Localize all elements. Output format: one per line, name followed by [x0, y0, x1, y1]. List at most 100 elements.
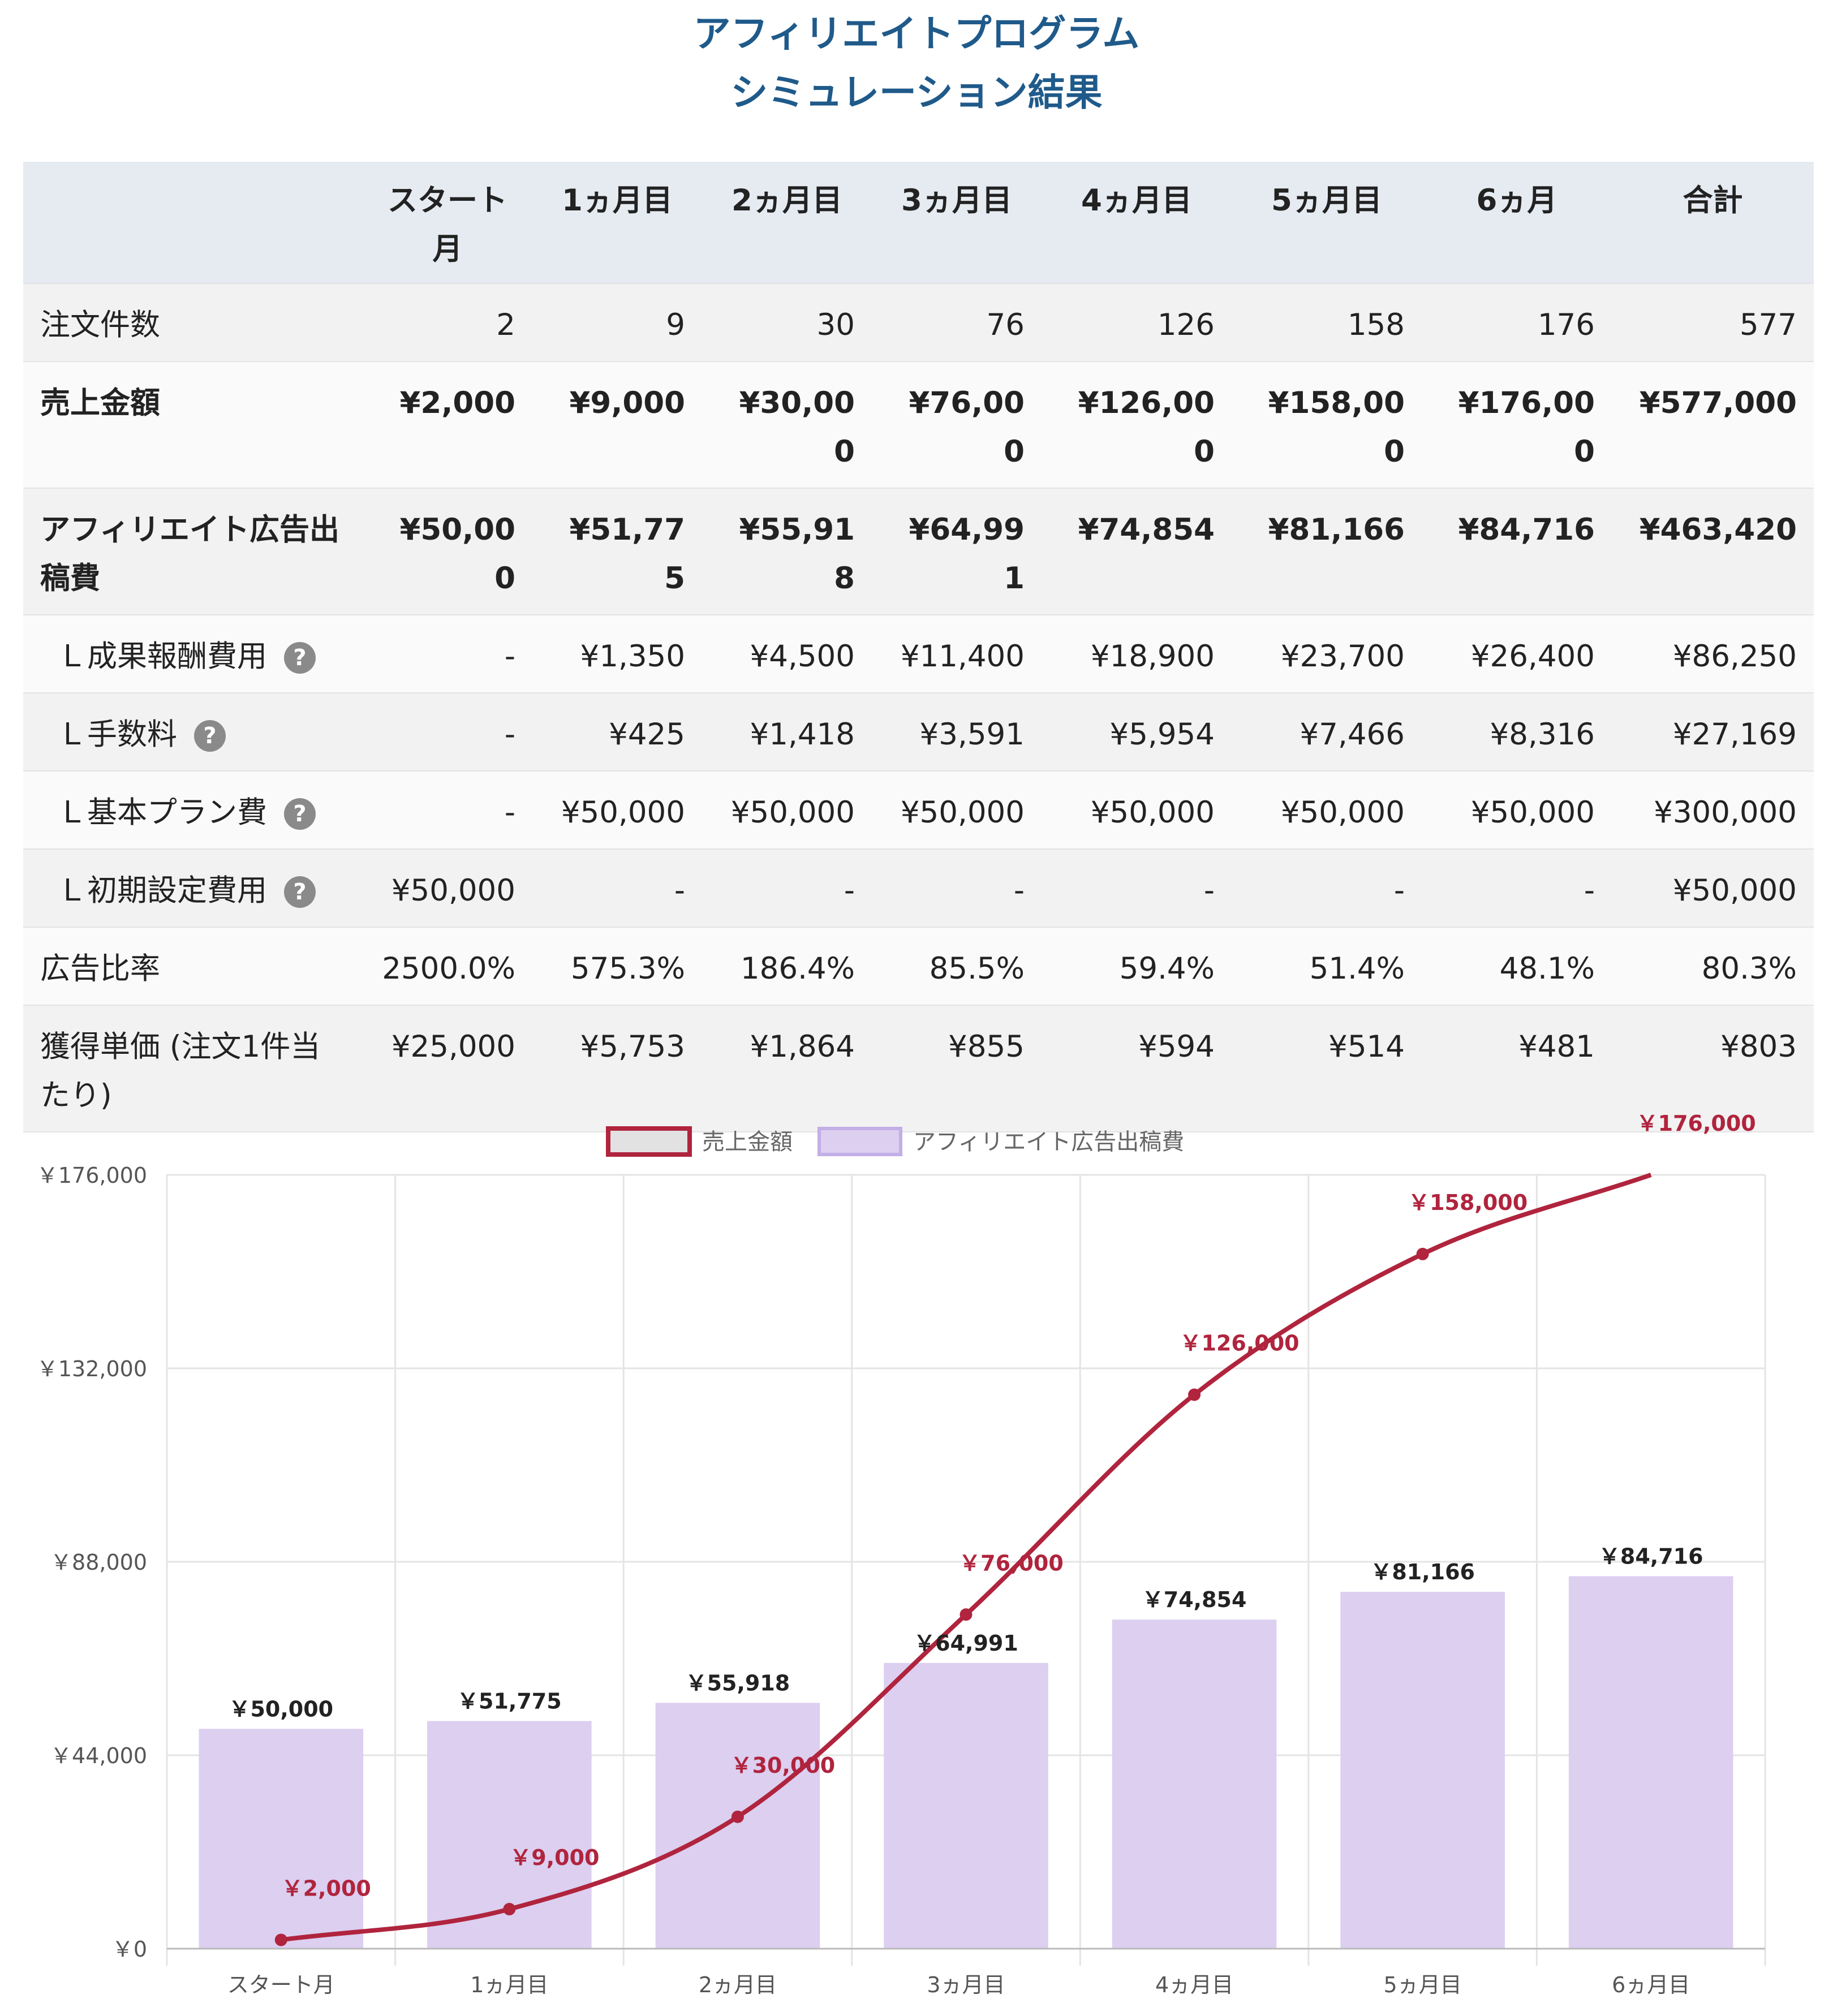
- bar: [1568, 1576, 1733, 1949]
- table-cell: ¥81,166: [1232, 488, 1422, 615]
- table-row: 注文件数 2 9 30 76 126 158 176 577: [23, 283, 1814, 362]
- chart: ￥50,000 ￥51,775 ￥55,918 ￥64,991 ￥74,854 ￥81,1…: [37, 1111, 1766, 1997]
- x-tick-label: 3ヵ月目: [927, 1972, 1005, 1997]
- table-cell: ¥4,500: [702, 615, 872, 693]
- header-cell: 3ヵ月目: [872, 162, 1042, 284]
- table-cell: ¥577,000: [1612, 361, 1814, 489]
- line-value-label: ￥176,000: [1637, 1111, 1756, 1136]
- chart-legend: 売上金額 アフィリエイト広告出稿費: [606, 1126, 1184, 1157]
- bar-value-label: ￥51,775: [457, 1689, 562, 1714]
- table-cell: ¥594: [1042, 1005, 1232, 1132]
- table-cell: ¥50,000: [363, 849, 532, 928]
- bar-value-label: ￥84,716: [1599, 1544, 1703, 1569]
- table-cell: ¥514: [1232, 1005, 1422, 1132]
- row-label: 売上金額: [23, 361, 363, 489]
- table-cell: -: [363, 771, 532, 850]
- help-icon[interactable]: ?: [284, 798, 316, 830]
- results-table: スタート月 1ヵ月目 2ヵ月目 3ヵ月目 4ヵ月目 5ヵ月目 6ヵ月 合計 注文…: [23, 162, 1814, 1132]
- table-cell: ¥855: [872, 1005, 1042, 1132]
- table-cell: ¥76,000: [872, 361, 1042, 489]
- help-icon[interactable]: ?: [194, 720, 226, 752]
- table-cell: -: [1422, 849, 1612, 928]
- table-cell: ¥55,918: [702, 488, 872, 615]
- row-label: Ｌ成果報酬費用?: [23, 615, 363, 693]
- page-title: アフィリエイトプログラム シミュレーション結果: [0, 0, 1833, 122]
- row-label-text: 広告比率: [40, 951, 160, 986]
- header-cell: 5ヵ月目: [1232, 162, 1422, 284]
- x-tick-label: 4ヵ月目: [1155, 1972, 1233, 1997]
- legend-swatch: [817, 1127, 902, 1156]
- header-cell: 6ヵ月: [1422, 162, 1612, 284]
- header-cell: 合計: [1612, 162, 1814, 284]
- table-cell: ¥300,000: [1612, 771, 1814, 850]
- y-tick-label: ￥176,000: [37, 1163, 147, 1188]
- header-cell: [23, 162, 363, 284]
- table-cell: 30: [702, 283, 872, 362]
- header-cell: 4ヵ月目: [1042, 162, 1232, 284]
- legend-label: 売上金額: [702, 1129, 793, 1155]
- table-cell: ¥18,900: [1042, 615, 1232, 693]
- header-cell: 1ヵ月目: [532, 162, 702, 284]
- table-cell: ¥50,000: [1612, 849, 1814, 928]
- legend-swatch: [606, 1126, 692, 1157]
- bar: [1112, 1619, 1277, 1949]
- table-row: Ｌ初期設定費用? ¥50,000- - - - - - ¥50,000: [23, 849, 1814, 928]
- line-series: [274, 1173, 1652, 1946]
- table-cell: 85.5%: [872, 927, 1042, 1006]
- x-tick-label: 2ヵ月目: [699, 1972, 777, 1997]
- table-cell: ¥158,000: [1232, 361, 1422, 489]
- table-cell: ¥1,350: [532, 615, 702, 693]
- table-cell: ¥803: [1612, 1005, 1814, 1132]
- table-cell: -: [872, 849, 1042, 928]
- results-table-container: スタート月 1ヵ月目 2ヵ月目 3ヵ月目 4ヵ月目 5ヵ月目 6ヵ月 合計 注文…: [23, 162, 1814, 1132]
- help-icon[interactable]: ?: [284, 876, 316, 908]
- table-cell: 2: [363, 283, 532, 362]
- table-cell: 158: [1232, 283, 1422, 362]
- table-cell: ¥1,418: [702, 693, 872, 772]
- help-icon[interactable]: ?: [284, 642, 316, 674]
- row-label-text: Ｌ基本プラン費: [57, 795, 267, 830]
- table-cell: ¥51,775: [532, 488, 702, 615]
- table-cell: 575.3%: [532, 927, 702, 1006]
- header-cell: 2ヵ月目: [702, 162, 872, 284]
- y-tick-label: ￥88,000: [50, 1550, 147, 1575]
- line-point: [959, 1608, 973, 1621]
- line-point: [1188, 1388, 1201, 1401]
- table-cell: ¥2,000: [363, 361, 532, 489]
- table-cell: ¥50,000: [1422, 771, 1612, 850]
- table-cell: ¥176,000: [1422, 361, 1612, 489]
- bar: [1340, 1592, 1505, 1949]
- table-cell: ¥26,400: [1422, 615, 1612, 693]
- row-label-text: Ｌ成果報酬費用: [57, 639, 267, 674]
- bar-value-label: ￥55,918: [686, 1670, 790, 1695]
- table-cell: ¥64,991: [872, 488, 1042, 615]
- table-cell: ¥8,316: [1422, 693, 1612, 772]
- table-row: Ｌ基本プラン費? - ¥50,000 ¥50,000 ¥50,000 ¥50,000 ¥50…: [23, 771, 1814, 850]
- row-label-text: Ｌ初期設定費用: [57, 873, 267, 908]
- bar-value-label: ￥50,000: [229, 1696, 333, 1721]
- table-cell: ¥481: [1422, 1005, 1612, 1132]
- row-label: Ｌ基本プラン費?: [23, 771, 363, 850]
- table-cell: ¥126,000: [1042, 361, 1232, 489]
- table-row: 売上金額 ¥2,000 ¥9,000 ¥30,000 ¥76,000 ¥126,000 ¥1…: [23, 361, 1814, 489]
- table-cell: 76: [872, 283, 1042, 362]
- table-cell: 126: [1042, 283, 1232, 362]
- line-value-label: ￥9,000: [510, 1845, 599, 1870]
- line-point: [1416, 1247, 1429, 1260]
- x-tick-label: 5ヵ月目: [1384, 1972, 1462, 1997]
- line-point: [731, 1810, 744, 1823]
- row-label: 広告比率: [23, 927, 363, 1006]
- table-cell: ¥5,753: [532, 1005, 702, 1132]
- x-tick-label: 1ヵ月目: [470, 1972, 548, 1997]
- table-cell: ¥1,864: [702, 1005, 872, 1132]
- table-body: 注文件数 2 9 30 76 126 158 176 577 売上金額 ¥2,000 ¥9,000 ¥3…: [23, 283, 1814, 1132]
- y-tick-label: ￥0: [112, 1937, 147, 1962]
- table-cell: 9: [532, 283, 702, 362]
- bar: [199, 1729, 364, 1949]
- bar: [884, 1662, 1048, 1949]
- x-tick-label: 6ヵ月目: [1612, 1972, 1690, 1997]
- table-cell: ¥74,854: [1042, 488, 1232, 615]
- table-cell: ¥50,000: [1232, 771, 1422, 850]
- table-row: 広告比率 2500.0% 575.3% 186.4% 85.5% 59.4% 51.4% 48…: [23, 927, 1814, 1006]
- table-cell: 48.1%: [1422, 927, 1612, 1006]
